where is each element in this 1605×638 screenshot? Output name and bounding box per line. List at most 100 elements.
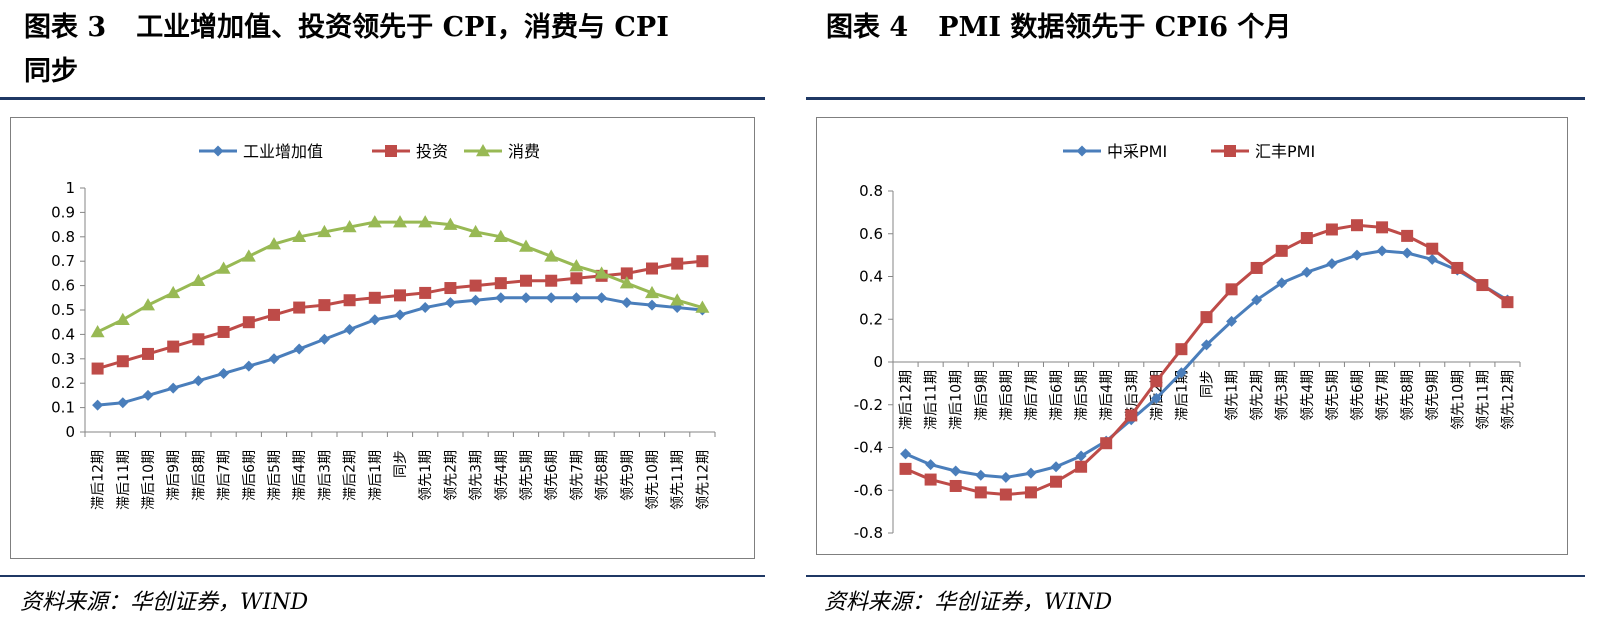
x-tick-label: 领先2期 (443, 450, 459, 501)
series-3 (90, 215, 710, 338)
x-tick-label: 滞后11期 (924, 370, 940, 430)
data-point (468, 224, 483, 238)
data-point (242, 316, 255, 329)
data-point (545, 292, 557, 304)
x-tick-label: 滞后9期 (166, 450, 182, 501)
y-tick-label: 0 (873, 353, 883, 371)
legend-label: 消费 (508, 142, 540, 161)
data-point (1150, 375, 1163, 388)
legend-label: 中采PMI (1107, 142, 1167, 161)
series-line (904, 223, 1509, 497)
figure-3-chart: 00.10.20.30.40.50.60.70.80.91滞后12期 滞后11期滞… (51, 142, 716, 510)
data-point (949, 479, 962, 492)
data-point (1326, 258, 1338, 270)
data-point (519, 239, 533, 252)
x-tick-label: 领先9期 (1425, 370, 1441, 421)
data-point (268, 308, 280, 321)
data-point (90, 324, 105, 338)
data-point (318, 299, 331, 312)
x-tick-label: 领先4期 (1300, 370, 1316, 421)
data-point (619, 276, 634, 289)
x-tick-label: 领先3期 (469, 450, 485, 501)
x-tick-label: 滞后8期 (999, 370, 1015, 421)
y-tick-label: 0.2 (51, 374, 75, 392)
data-point (974, 486, 987, 499)
x-tick-label: 滞后1期 (1174, 370, 1190, 421)
series-line (904, 249, 1509, 479)
y-tick-label: -0.2 (854, 396, 883, 414)
y-tick-label: -0.4 (854, 439, 883, 457)
data-point (925, 459, 937, 471)
series-2 (899, 219, 1514, 501)
data-point (1201, 339, 1212, 351)
data-point (1501, 296, 1514, 309)
data-point (267, 237, 281, 250)
data-point (218, 367, 230, 379)
x-tick-label: 领先5期 (1325, 370, 1341, 421)
figure-4-number: 图表 4 (826, 12, 909, 43)
data-point (950, 465, 962, 477)
data-point (1376, 245, 1388, 257)
y-tick-label: 0.5 (51, 301, 75, 319)
x-tick-label: 滞后9期 (974, 370, 990, 421)
legend-marker (385, 145, 397, 157)
data-point (1000, 471, 1012, 483)
x-tick-label: 领先8期 (595, 450, 611, 501)
y-tick-label: 0.4 (51, 325, 75, 343)
x-tick-label: 领先7期 (569, 450, 585, 501)
y-tick-label: 0.4 (859, 268, 883, 286)
data-point (545, 274, 558, 287)
x-tick-label: 滞后5期 (267, 450, 283, 501)
data-point (520, 292, 532, 304)
data-point (1301, 266, 1313, 278)
x-tick-label: 滞后7期 (1024, 370, 1040, 421)
data-point (975, 469, 987, 481)
data-point (394, 289, 406, 302)
data-point (292, 229, 307, 243)
data-point (1150, 392, 1162, 404)
figure-3-bottom-rule (0, 575, 765, 577)
figure-3-top-rule (0, 97, 765, 100)
x-tick-label: 领先12期 (695, 450, 711, 510)
y-tick-label: -0.6 (854, 481, 883, 499)
data-point (620, 267, 633, 280)
y-tick-label: 0.1 (51, 399, 75, 417)
data-point (443, 217, 458, 230)
figure-4-top-rule (806, 97, 1585, 100)
data-point (1325, 223, 1338, 236)
x-tick-label: 滞后8期 (191, 450, 207, 501)
data-point (671, 257, 684, 270)
data-point (1426, 242, 1439, 255)
x-tick-label: 滞后1期 (368, 450, 384, 501)
data-point (1426, 253, 1438, 265)
data-point (569, 259, 584, 272)
legend-label: 投资 (416, 142, 448, 161)
x-tick-label: 滞后4期 (292, 450, 308, 501)
figure-3-number: 图表 3 (24, 12, 107, 43)
data-point (444, 282, 457, 295)
data-point (999, 488, 1012, 501)
data-point (419, 286, 432, 299)
figure-4-bottom-rule (806, 575, 1585, 577)
data-point (621, 297, 633, 309)
figure-4-title-text: PMI 数据领先于 CPI6 个月 (938, 12, 1292, 43)
data-point (1024, 486, 1037, 499)
y-tick-label: 0.2 (859, 310, 883, 328)
data-point (243, 360, 255, 372)
x-tick-label: 滞后2期 (343, 450, 359, 501)
y-tick-label: 0.7 (51, 252, 75, 270)
legend-marker (476, 144, 490, 157)
data-point (695, 300, 710, 313)
x-tick-label: 滞后6期 (1049, 370, 1065, 421)
data-point (544, 249, 559, 262)
data-point (1050, 475, 1063, 488)
x-tick-label: 领先8期 (1400, 370, 1416, 421)
x-tick-label: 领先4期 (494, 450, 510, 501)
data-point (167, 382, 179, 394)
y-tick-label: 0.8 (51, 228, 75, 246)
data-point (115, 312, 130, 326)
x-tick-label: 领先9期 (620, 450, 636, 501)
data-point (1125, 409, 1138, 422)
data-point (570, 292, 582, 304)
data-point (1276, 277, 1288, 289)
